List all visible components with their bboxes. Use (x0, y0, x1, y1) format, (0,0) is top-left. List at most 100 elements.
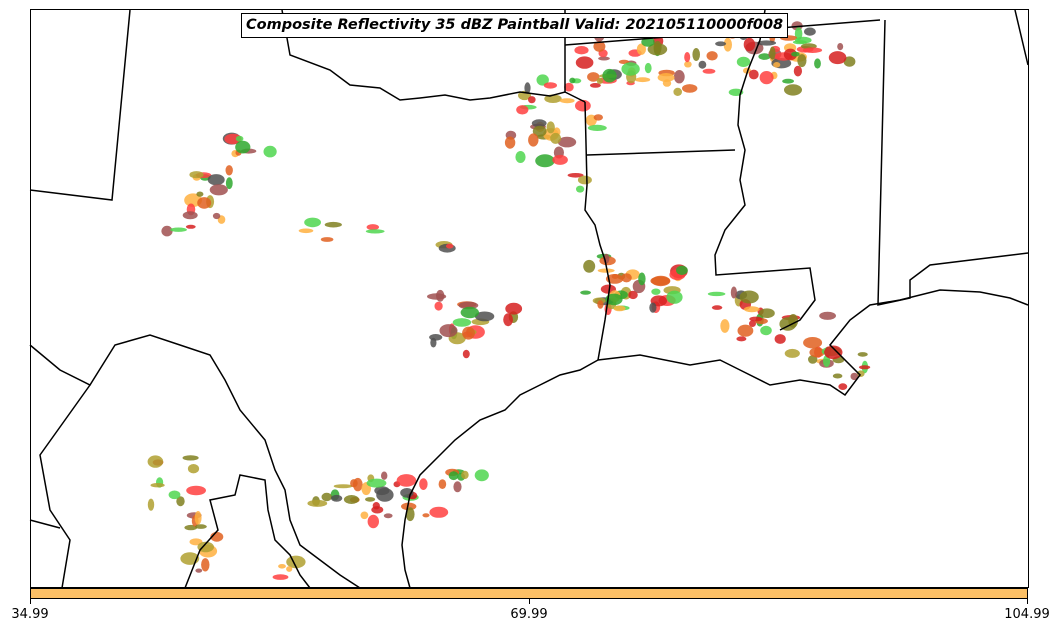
reflectivity-blob (557, 136, 577, 148)
reflectivity-blob (809, 347, 825, 358)
reflectivity-blob (596, 77, 604, 84)
reflectivity-blob (774, 334, 786, 344)
reflectivity-blob (528, 133, 539, 147)
reflectivity-blob (644, 62, 652, 74)
reflectivity-blob (618, 59, 630, 64)
reflectivity-blob (462, 349, 470, 359)
mississippi-river (714, 9, 816, 331)
reflectivity-blob (832, 373, 843, 379)
reflectivity-blob (187, 464, 200, 474)
reflectivity-blob (684, 52, 691, 63)
reflectivity-blob (597, 268, 615, 273)
reflectivity-blob (795, 36, 812, 44)
reflectivity-blob (649, 302, 657, 313)
reflectivity-blob (225, 165, 233, 176)
colorbar-tick-left (30, 599, 31, 604)
reflectivity-blob (503, 313, 513, 327)
reflectivity-blob (429, 506, 449, 518)
reflectivity-blob (587, 124, 607, 131)
reflectivity-blob (182, 455, 199, 461)
reflectivity-blob (758, 53, 771, 60)
reflectivity-blob (366, 224, 379, 231)
reflectivity-blob (446, 243, 454, 249)
reflectivity-blob (298, 228, 314, 234)
reflectivity-blob (808, 355, 818, 364)
reflectivity-blob (419, 478, 428, 490)
map-title: Composite Reflectivity 35 dBZ Paintball … (241, 13, 789, 38)
reflectivity-blob (793, 65, 803, 77)
reflectivity-blob (372, 502, 380, 510)
reflectivity-blob (552, 154, 568, 165)
reflectivity-blob (225, 177, 233, 190)
reflectivity-blob (209, 184, 228, 196)
reflectivity-blob (850, 372, 859, 381)
reflectivity-blob (576, 185, 585, 193)
reflectivity-blob (635, 77, 651, 83)
reflectivity-blob (621, 273, 632, 283)
reflectivity-blob (439, 324, 458, 338)
reflectivity-blob (546, 121, 555, 134)
reflectivity-blob (536, 74, 549, 86)
ar-la-border (586, 149, 736, 156)
reflectivity-blob (838, 383, 848, 390)
reflectivity-blob (564, 82, 574, 92)
reflectivity-blob (711, 305, 723, 310)
reflectivity-blob (504, 136, 516, 149)
reflectivity-blob (856, 370, 865, 378)
reflectivity-blob (749, 320, 756, 327)
reflectivity-blob (567, 173, 584, 178)
reflectivity-blob (365, 229, 385, 234)
reflectivity-blob (429, 334, 443, 341)
reflectivity-blob (702, 68, 716, 74)
reflectivity-blob (189, 171, 204, 179)
texas-coast (401, 359, 599, 589)
reflectivity-blob (224, 133, 242, 145)
reflectivity-blob (189, 538, 203, 546)
reflectivity-blob (422, 513, 430, 518)
reflectivity-blob (589, 83, 601, 88)
reflectivity-blob (207, 174, 225, 186)
reflectivity-blob (580, 290, 591, 295)
reflectivity-blob (330, 494, 343, 502)
reflectivity-blob (802, 47, 823, 53)
reflectivity-blob (195, 524, 207, 529)
reflectivity-blob (605, 293, 623, 306)
reflectivity-blob (759, 308, 775, 319)
reflectivity-blob (684, 61, 692, 68)
reflectivity-blob (739, 290, 759, 304)
reflectivity-blob (858, 365, 871, 370)
reflectivity-blob (401, 502, 417, 511)
reflectivity-blob (452, 318, 472, 327)
reflectivity-blob (736, 56, 751, 67)
reflectivity-blob (186, 485, 207, 496)
reflectivity-blob (666, 290, 683, 304)
reflectivity-blob (676, 265, 688, 275)
colorbar-tick-right (1027, 599, 1028, 604)
map-frame (30, 9, 1029, 588)
reflectivity-blob (460, 306, 479, 319)
reflectivity-blob (748, 69, 759, 80)
reflectivity-blob (436, 289, 445, 302)
reflectivity-blob (706, 51, 718, 61)
reflectivity-blob (147, 455, 164, 468)
reflectivity-blob (569, 77, 576, 84)
reflectivity-blob (505, 302, 523, 315)
reflectivity-blob (461, 470, 469, 480)
reflectivity-blob (723, 37, 732, 52)
reflectivity-blob (814, 58, 821, 69)
reflectivity-blob (474, 311, 495, 322)
reflectivity-blob (197, 197, 212, 209)
reflectivity-blob (278, 564, 286, 569)
mexico-state-line-3 (184, 474, 311, 589)
reflectivity-blob (730, 286, 738, 299)
reflectivity-blob (405, 507, 415, 522)
reflectivity-blob (657, 73, 675, 82)
reflectivity-blob (381, 471, 388, 480)
reflectivity-blob (673, 70, 685, 84)
reflectivity-blob (602, 68, 617, 83)
reflectivity-blob (784, 84, 802, 96)
reflectivity-blob (185, 224, 196, 229)
reflectivity-blob (170, 227, 187, 232)
reflectivity-blob (559, 98, 575, 104)
